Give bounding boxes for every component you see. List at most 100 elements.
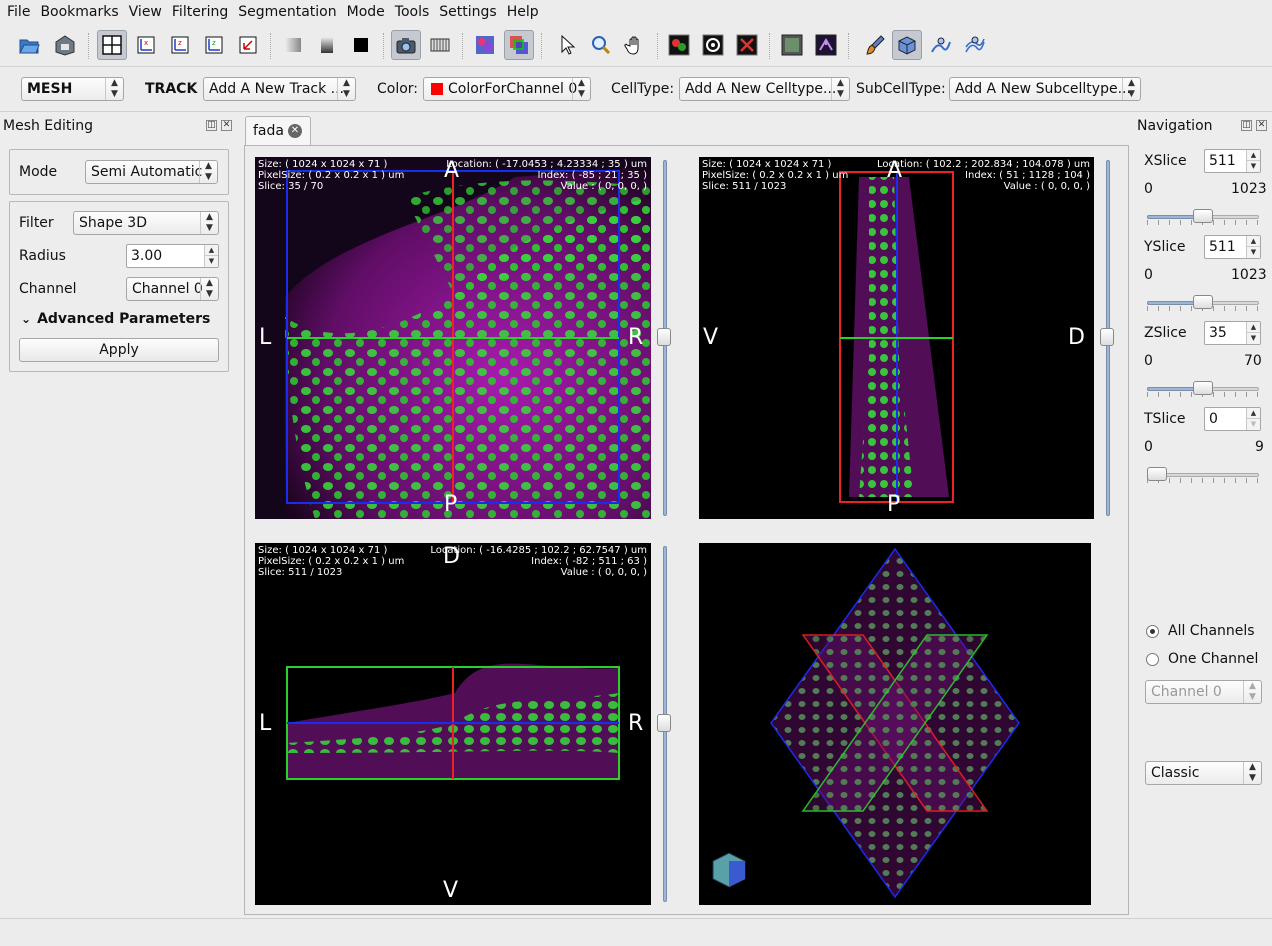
tslice-slider[interactable] xyxy=(1147,467,1259,483)
celltype-select[interactable]: Add A New Celltype... ▲ ▼ xyxy=(679,77,850,101)
black-bg-button[interactable] xyxy=(346,30,376,60)
trace-all-button[interactable] xyxy=(960,30,990,60)
yz-orient-right: D xyxy=(1068,325,1085,350)
viewer-3d[interactable] xyxy=(699,543,1091,905)
yz-slice-slider[interactable] xyxy=(1100,160,1114,516)
lineage-button[interactable] xyxy=(811,30,841,60)
apply-button[interactable]: Apply xyxy=(19,338,219,362)
menu-help[interactable]: Help xyxy=(506,4,539,20)
viewer-xy[interactable]: Size: ( 1024 x 1024 x 71 ) PixelSize: ( 0… xyxy=(255,157,651,519)
spin-up-icon[interactable]: ▲ xyxy=(1246,322,1260,333)
spin-up-icon[interactable]: ▲ xyxy=(1246,408,1260,419)
seed-button[interactable] xyxy=(698,30,728,60)
xz-slice-slider[interactable] xyxy=(657,546,671,902)
view-3d-button[interactable] xyxy=(233,30,263,60)
tslice-max: 9 xyxy=(1255,439,1264,455)
menu-view[interactable]: View xyxy=(128,4,162,20)
spin-down-icon[interactable]: ▼ xyxy=(204,256,218,267)
pointer-button[interactable] xyxy=(552,30,582,60)
xslice-label: XSlice xyxy=(1144,153,1187,169)
slider-knob[interactable] xyxy=(1193,209,1213,223)
view-yz-button[interactable]: z xyxy=(199,30,229,60)
one-channel-radio[interactable]: One Channel xyxy=(1146,651,1258,667)
track-select[interactable]: Add A New Track ... ▲ ▼ xyxy=(203,77,356,101)
pan-button[interactable] xyxy=(620,30,650,60)
filter-select[interactable]: Shape 3D ▲ ▼ xyxy=(73,211,219,235)
slider-handle[interactable] xyxy=(657,328,671,346)
radius-spinbox[interactable]: 3.00 ▲ ▼ xyxy=(126,244,219,268)
grayscale-bg-button[interactable] xyxy=(312,30,342,60)
menu-mode[interactable]: Mode xyxy=(346,4,385,20)
filter-label: Filter xyxy=(19,215,54,231)
xy-slice-slider[interactable] xyxy=(657,160,671,516)
quadview-button[interactable] xyxy=(97,30,127,60)
view-xy-button[interactable]: x xyxy=(131,30,161,60)
slider-knob[interactable] xyxy=(1193,381,1213,395)
radius-label: Radius xyxy=(19,248,66,264)
xy-pixelsize: PixelSize: ( 0.2 x 0.2 x 1 ) um xyxy=(258,170,405,181)
menu-tools[interactable]: Tools xyxy=(394,4,430,20)
overlay-icon xyxy=(510,36,528,54)
render-mode-select[interactable]: Classic ▲ ▼ xyxy=(1145,761,1262,785)
mesh-mode-select[interactable]: Semi Automatic ▲ ▼ xyxy=(85,160,218,184)
close-icon[interactable]: ✕ xyxy=(1256,120,1267,131)
xslice-min: 0 xyxy=(1144,181,1153,197)
all-channels-radio[interactable]: All Channels xyxy=(1146,623,1255,639)
view-xz-button[interactable]: z xyxy=(165,30,195,60)
delete-button[interactable] xyxy=(732,30,762,60)
trace-button[interactable] xyxy=(926,30,956,60)
spin-down-icon[interactable]: ▼ xyxy=(1246,247,1260,258)
slider-handle[interactable] xyxy=(657,714,671,732)
slider-knob[interactable] xyxy=(1147,467,1167,481)
xslice-slider[interactable] xyxy=(1147,209,1259,225)
mode-select[interactable]: MESH ▲ ▼ xyxy=(21,77,124,101)
menu-segmentation[interactable]: Segmentation xyxy=(238,4,337,20)
color-select[interactable]: ColorForChannel 0 ▲ ▼ xyxy=(423,77,591,101)
yslice-spinbox[interactable]: 511 ▲ ▼ xyxy=(1204,235,1261,259)
menu-settings[interactable]: Settings xyxy=(439,4,497,20)
zslice-spinbox[interactable]: 35 ▲ ▼ xyxy=(1204,321,1261,345)
brush-button[interactable] xyxy=(860,30,890,60)
snapshot-button[interactable] xyxy=(391,30,421,60)
black-bg-icon xyxy=(354,38,368,52)
zoom-button[interactable] xyxy=(586,30,616,60)
close-icon[interactable]: ✕ xyxy=(221,120,232,131)
viewer-xz[interactable]: Size: ( 1024 x 1024 x 71 ) PixelSize: ( 0… xyxy=(255,543,651,905)
float-icon[interactable]: ◫ xyxy=(206,120,217,131)
spin-up-icon[interactable]: ▲ xyxy=(1246,236,1260,247)
film-button[interactable] xyxy=(425,30,455,60)
xy-value: Value : ( 0, 0, 0, ) xyxy=(560,181,647,192)
yslice-slider[interactable] xyxy=(1147,295,1259,311)
open-button[interactable] xyxy=(14,30,44,60)
xy-orient-right: R xyxy=(628,325,644,350)
menu-file[interactable]: File xyxy=(7,4,31,20)
menu-bookmarks[interactable]: Bookmarks xyxy=(40,4,119,20)
view-3d-icon xyxy=(239,36,257,54)
color-button[interactable] xyxy=(470,30,500,60)
gradient-bg-button[interactable] xyxy=(278,30,308,60)
viewer-yz[interactable]: Size: ( 1024 x 1024 x 71 ) PixelSize: ( 0… xyxy=(699,157,1094,519)
advanced-parameters-toggle[interactable]: ⌄ Advanced Parameters xyxy=(21,307,210,331)
updown-arrow-icon: ▲ ▼ xyxy=(200,212,218,234)
tslice-spinbox[interactable]: 0 ▲ ▼ xyxy=(1204,407,1261,431)
close-tab-icon[interactable]: ✕ xyxy=(288,124,302,138)
menu-filtering[interactable]: Filtering xyxy=(171,4,229,20)
celltype-select-value: Add A New Celltype... xyxy=(685,81,837,97)
spin-up-icon[interactable]: ▲ xyxy=(1246,150,1260,161)
xslice-spinbox[interactable]: 511 ▲ ▼ xyxy=(1204,149,1261,173)
float-icon[interactable]: ◫ xyxy=(1241,120,1252,131)
import-button[interactable] xyxy=(50,30,80,60)
slider-knob[interactable] xyxy=(1193,295,1213,309)
mesh-button[interactable] xyxy=(664,30,694,60)
tab-fada[interactable]: fada ✕ xyxy=(245,116,311,146)
slider-handle[interactable] xyxy=(1100,328,1114,346)
spin-up-icon[interactable]: ▲ xyxy=(204,245,218,256)
zslice-slider[interactable] xyxy=(1147,381,1259,397)
channel-select[interactable]: Channel 0 ▲ ▼ xyxy=(126,277,219,301)
overlay-button[interactable] xyxy=(504,30,534,60)
subcelltype-select[interactable]: Add A New Subcelltype... ▲ ▼ xyxy=(949,77,1141,101)
spin-down-icon[interactable]: ▼ xyxy=(1246,333,1260,344)
volume-button[interactable] xyxy=(892,30,922,60)
image-button[interactable] xyxy=(777,30,807,60)
spin-down-icon[interactable]: ▼ xyxy=(1246,161,1260,172)
